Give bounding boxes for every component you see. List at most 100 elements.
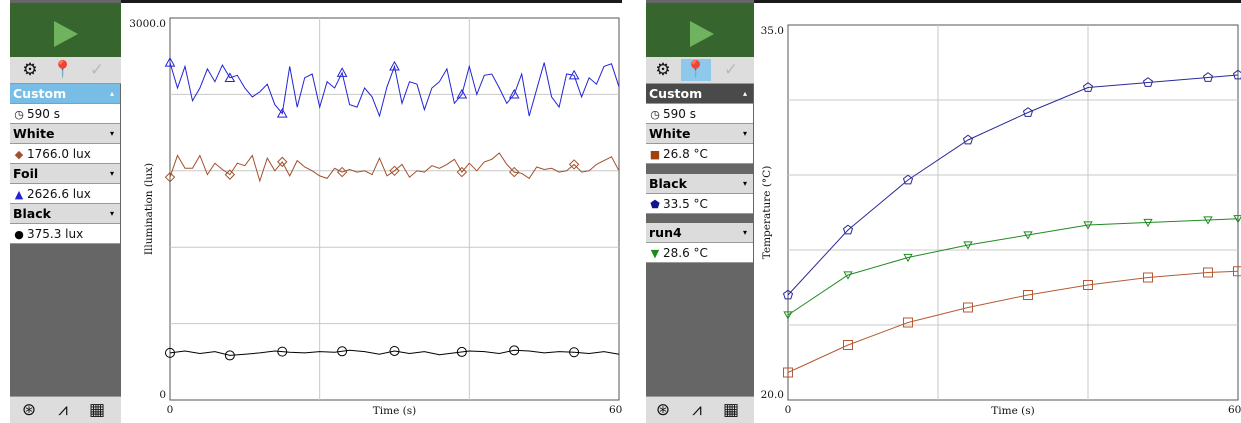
- triangle-icon: ▲: [14, 188, 24, 201]
- graph-right[interactable]: 20.0 35.0 0 600 Time (s) Temperature (°C): [754, 3, 1241, 423]
- diamond-marker: [456, 166, 468, 178]
- group-header-white[interactable]: White ▾: [646, 124, 753, 144]
- triangle-marker: [276, 107, 288, 118]
- value-row-custom: ◷ 590 s: [10, 104, 120, 124]
- pentagon-marker: [782, 289, 794, 300]
- caret-icon[interactable]: ▴: [109, 89, 114, 98]
- caret-icon[interactable]: ▾: [109, 169, 114, 178]
- caret-icon[interactable]: ▴: [742, 89, 747, 98]
- square-marker: [903, 317, 913, 328]
- clock-icon: ◷: [14, 108, 24, 121]
- x-tick-label-min: 0: [785, 404, 792, 416]
- value-text: 2626.6 lux: [27, 187, 91, 201]
- play-button[interactable]: [646, 3, 754, 57]
- play-button[interactable]: [10, 3, 121, 57]
- value-text: 1766.0 lux: [27, 147, 91, 161]
- caret-icon[interactable]: ▾: [742, 179, 747, 188]
- map-pin-icon[interactable]: 📍: [681, 59, 711, 81]
- square-marker: [963, 302, 973, 313]
- group-label: run4: [649, 225, 682, 240]
- group-header-custom[interactable]: Custom ▴: [10, 84, 120, 104]
- pentagon-marker: [962, 134, 974, 145]
- series-line-white: [169, 152, 620, 183]
- group-label: Custom: [649, 86, 703, 101]
- group-label: White: [13, 126, 55, 141]
- toolbar: ⚙ 📍 ✓: [646, 57, 754, 84]
- x-tick-label-max: 600: [1228, 404, 1241, 416]
- gear-icon[interactable]: ⚙: [22, 60, 38, 80]
- caret-icon[interactable]: ▾: [109, 209, 114, 218]
- square-icon: ■: [649, 148, 661, 161]
- y-tick-label-min: 0: [159, 389, 166, 401]
- meter-view-icon[interactable]: ⊛: [655, 400, 671, 420]
- view-switcher: ⊛ ⩘ ▦: [10, 396, 121, 423]
- pentagon-marker: [902, 174, 914, 185]
- down-triangle-marker: [963, 241, 973, 250]
- top-border: [646, 0, 1241, 3]
- value-text: 590 s: [663, 107, 696, 121]
- pentagon-marker: [1142, 77, 1154, 87]
- group-header-foil[interactable]: Foil ▾: [10, 164, 120, 184]
- meter-view-icon[interactable]: ⊛: [21, 400, 37, 420]
- triangle-marker: [568, 69, 580, 80]
- series-line-black: [787, 74, 1239, 296]
- graph-view-icon[interactable]: ⩘: [692, 400, 702, 420]
- check-icon[interactable]: ✓: [723, 60, 739, 80]
- toolbar: ⚙ 📍 ✓: [10, 57, 121, 84]
- sidebar-right: ⚙ 📍 ✓ Custom ▴ ◷ 590 s White ▾ ■ 26.8 °C Bla…: [646, 0, 754, 423]
- pentagon-icon: ⬟: [650, 198, 660, 211]
- group-header-run4[interactable]: run4 ▾: [646, 223, 753, 243]
- group-header-black[interactable]: Black ▾: [646, 174, 753, 194]
- pentagon-marker: [842, 224, 854, 235]
- value-text: 375.3 lux: [27, 227, 84, 241]
- triangle-marker: [389, 60, 400, 71]
- group-header-custom[interactable]: Custom ▴: [646, 84, 753, 104]
- right-panel: ⚙ 📍 ✓ Custom ▴ ◷ 590 s White ▾ ■ 26.8 °C Bla…: [646, 0, 1241, 423]
- pentagon-marker: [1022, 107, 1034, 117]
- circle-icon: ●: [14, 228, 24, 241]
- sidebar-left: ⚙ 📍 ✓ Custom ▴ ◷ 590 s White ▾ ◆ 1766.0 lux …: [10, 0, 121, 423]
- x-axis-label: Time (s): [373, 405, 416, 417]
- diamond-marker: [568, 159, 580, 170]
- view-switcher: ⊛ ⩘ ▦: [646, 396, 754, 423]
- y-tick-label-max: 3000.0: [129, 18, 166, 30]
- plot-area: [169, 17, 620, 401]
- value-row-white: ■ 26.8 °C: [646, 144, 753, 164]
- group-label: Foil: [13, 166, 39, 181]
- value-row-black: ● 375.3 lux: [10, 224, 120, 244]
- caret-icon[interactable]: ▾: [109, 129, 114, 138]
- pentagon-marker: [1202, 72, 1214, 82]
- caret-icon[interactable]: ▾: [742, 228, 747, 237]
- group-header-black[interactable]: Black ▾: [10, 204, 120, 224]
- table-view-icon[interactable]: ▦: [88, 400, 106, 420]
- series-line-white: [787, 270, 1239, 373]
- caret-icon[interactable]: ▾: [742, 129, 747, 138]
- circle-marker: [277, 346, 288, 357]
- diamond-marker: [164, 171, 176, 183]
- value-text: 28.6 °C: [663, 246, 708, 260]
- graph-left[interactable]: 0 3000.0 0 600 Time (s) Illumination (lux): [121, 3, 622, 423]
- value-text: 590 s: [27, 107, 60, 121]
- square-marker: [1233, 266, 1241, 277]
- triangle-marker: [336, 67, 348, 77]
- table-view-icon[interactable]: ▦: [722, 400, 740, 420]
- square-marker: [1143, 272, 1153, 283]
- square-marker: [783, 367, 793, 378]
- group-label: Custom: [13, 86, 67, 101]
- down-triangle-marker: [1143, 218, 1153, 228]
- value-text: 33.5 °C: [663, 197, 708, 211]
- top-border: [10, 0, 622, 3]
- check-icon[interactable]: ✓: [89, 60, 105, 80]
- clock-icon: ◷: [650, 108, 660, 121]
- value-row-run4: ▼ 28.6 °C: [646, 243, 753, 263]
- y-tick-label-max: 35.0: [761, 25, 784, 37]
- gear-icon[interactable]: ⚙: [655, 60, 671, 80]
- value-row-black: ⬟ 33.5 °C: [646, 194, 753, 214]
- diamond-marker: [224, 169, 236, 180]
- group-header-white[interactable]: White ▾: [10, 124, 120, 144]
- y-axis-label: Illumination (lux): [143, 163, 155, 255]
- map-pin-icon[interactable]: 📍: [52, 60, 74, 80]
- square-marker: [843, 340, 853, 350]
- graph-view-icon[interactable]: ⩘: [58, 400, 68, 420]
- group-label: White: [649, 126, 691, 141]
